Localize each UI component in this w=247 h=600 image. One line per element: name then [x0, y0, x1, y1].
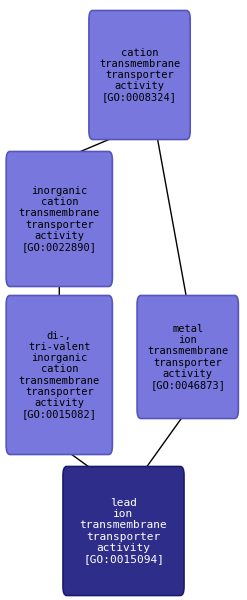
FancyBboxPatch shape	[63, 467, 184, 595]
Text: inorganic
cation
transmembrane
transporter
activity
[GO:0022890]: inorganic cation transmembrane transport…	[19, 186, 100, 252]
Text: metal
ion
transmembrane
transporter
activity
[GO:0046873]: metal ion transmembrane transporter acti…	[147, 324, 228, 390]
FancyBboxPatch shape	[89, 10, 190, 139]
FancyBboxPatch shape	[6, 295, 112, 455]
Text: lead
ion
transmembrane
transporter
activity
[GO:0015094]: lead ion transmembrane transporter activ…	[80, 498, 167, 564]
FancyBboxPatch shape	[6, 152, 112, 286]
FancyBboxPatch shape	[137, 296, 238, 419]
Text: di-,
tri-valent
inorganic
cation
transmembrane
transporter
activity
[GO:0015082]: di-, tri-valent inorganic cation transme…	[19, 331, 100, 419]
Text: cation
transmembrane
transporter
activity
[GO:0008324]: cation transmembrane transporter activit…	[99, 47, 180, 103]
